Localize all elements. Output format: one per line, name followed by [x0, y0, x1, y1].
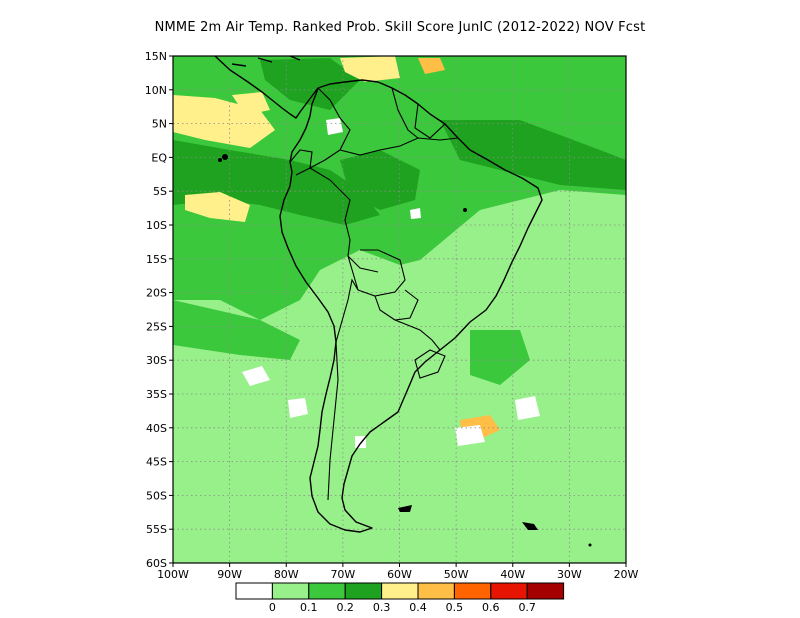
field-white-argentina [355, 436, 366, 448]
border-paraguay [374, 289, 419, 321]
border-colombia-venezuela [309, 87, 351, 169]
lon-tick-label: 50W [444, 568, 469, 581]
field-mid-green-pacific [173, 300, 300, 360]
colorbar-swatch [235, 582, 273, 600]
coastline-south-america [279, 79, 543, 533]
field-white-atlantic-2 [515, 396, 540, 420]
lon-tick-label: 30W [557, 568, 582, 581]
colorbar-label: 0.3 [373, 601, 391, 614]
border-ecuador [289, 149, 313, 176]
colorbar-swatch [381, 582, 419, 600]
lat-tick-label: 50S [146, 489, 167, 502]
island-galapagos [222, 154, 228, 160]
field-white-brazil [410, 208, 421, 219]
country-borders [289, 87, 459, 501]
field-mid-green-atlantic-patch [470, 330, 530, 385]
lat-tick-label: 10N [145, 84, 167, 97]
island-sandwich [588, 543, 592, 547]
lat-tick-label: 55S [146, 523, 167, 536]
lat-tick-label: 45S [146, 456, 167, 469]
field-dark-green-caribbean [260, 58, 360, 110]
lat-tick-label: 35S [146, 388, 167, 401]
colorbar-label: 0.5 [446, 601, 464, 614]
field-white-pacific-1 [242, 366, 270, 386]
lat-tick-label: 30S [146, 354, 167, 367]
field-white-atlantic-1 [455, 425, 485, 446]
colorbar-label: 0.7 [518, 601, 536, 614]
lat-tick-label: 25S [146, 320, 167, 333]
colorbar-swatch [417, 582, 455, 600]
lat-tick-label: 60S [146, 557, 167, 570]
lon-tick-label: 90W [217, 568, 242, 581]
border-venezuela-guyana [391, 87, 419, 139]
map-title: NMME 2m Air Temp. Ranked Prob. Skill Sco… [154, 20, 646, 35]
island-south-georgia [522, 522, 538, 530]
island-falklands [398, 505, 412, 512]
lon-tick-label: 100W [157, 568, 189, 581]
border-guianas [414, 103, 446, 139]
border-brazil-north [339, 137, 459, 156]
colorbar-label: 0.1 [300, 601, 318, 614]
coastlines [214, 56, 543, 533]
graticule [173, 56, 626, 563]
field-yellow-central-america [232, 92, 270, 115]
border-chile-argentina [327, 278, 359, 501]
lat-tick-label: EQ [151, 151, 167, 164]
lon-tick-label: 40W [500, 568, 525, 581]
island-galapagos-2 [218, 158, 222, 162]
field-yellow-caribbean [340, 56, 400, 82]
colorbar-label: 0.4 [409, 601, 427, 614]
colorbar-swatch [453, 582, 492, 600]
lat-tick-label: 15S [146, 253, 167, 266]
field-yellow-pacific-south [185, 192, 250, 222]
lat-tick-label: 5N [152, 118, 167, 131]
colorbar-label: 0 [269, 601, 276, 614]
colorbar-swatch [308, 582, 346, 600]
field-dark-green-tropics [173, 140, 380, 225]
lon-tick-label: 70W [330, 568, 355, 581]
lat-tick-label: 10S [146, 219, 167, 232]
colorbar-label: 0.6 [482, 601, 500, 614]
coastline-central-america [214, 56, 319, 119]
colorbar-swatch [526, 582, 565, 600]
field-white-pacific-2 [288, 398, 308, 418]
lat-tick-label: 5S [153, 185, 167, 198]
islands [218, 154, 592, 547]
colorbar-label: 0.2 [336, 601, 354, 614]
colorbar-swatch [344, 582, 383, 600]
border-bolivia [347, 249, 406, 297]
field-dark-green-atlantic [440, 120, 626, 190]
field-white-amazon [326, 118, 343, 135]
field-dark-green-amazon [340, 150, 420, 210]
lat-tick-label: 40S [146, 422, 167, 435]
lat-tick-label: 15N [145, 50, 167, 63]
border-argentina-north [394, 319, 441, 351]
colorbar-swatch [271, 582, 310, 600]
coastline-caribbean-islands [231, 56, 301, 67]
island-fernando [463, 208, 467, 212]
field-orange-spot [418, 58, 445, 74]
lat-tick-label: 20S [146, 287, 167, 300]
lon-tick-label: 80W [274, 568, 299, 581]
border-peru-brazil [309, 167, 379, 273]
lon-tick-label: 60W [387, 568, 412, 581]
colorbar-swatch [490, 582, 528, 600]
lon-tick-label: 20W [614, 568, 639, 581]
border-uruguay [414, 349, 446, 379]
colorbar: 0 0.1 0.2 0.3 0.4 0.5 0.6 0.7 [235, 582, 565, 614]
axis-ticks: 15N 10N 5N EQ 5S 10S 15S 20S 25S 30S 35S 40S 45S 50S 5… [145, 50, 639, 581]
